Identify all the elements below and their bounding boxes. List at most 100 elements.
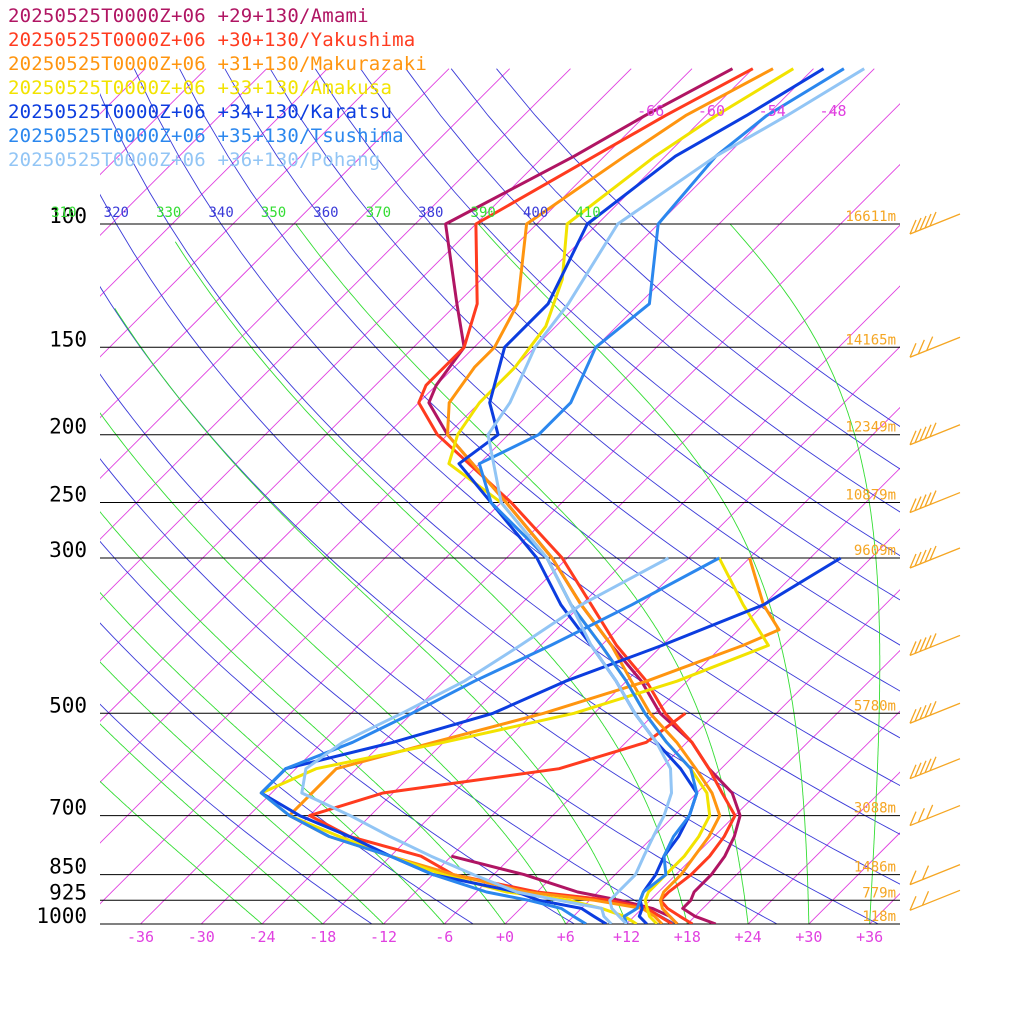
wind-barb	[909, 490, 961, 514]
isotherm-line	[504, 528, 900, 924]
dry-adiabat-line	[100, 703, 373, 924]
theta-label: 370	[366, 205, 391, 221]
isotherm-label: -54	[759, 102, 786, 120]
pressure-label: 300	[49, 538, 87, 562]
height-label: 1486m	[854, 860, 896, 876]
legend-entry: 20250525T0000Z+06 +31+130/Makurazaki	[8, 53, 428, 75]
pressure-label: 150	[49, 327, 87, 351]
isotherm-line	[100, 68, 875, 844]
moist-adiabat-lines	[100, 223, 881, 924]
dry-adiabat-line	[100, 373, 778, 924]
wind-barb	[909, 211, 961, 235]
isotherm-line	[100, 68, 571, 540]
isotherm-line	[100, 68, 693, 662]
dry-adiabat-line	[100, 92, 900, 835]
legend-entry: 20250525T0000Z+06 +36+130/Pohang	[8, 149, 381, 171]
wind-barb	[909, 863, 961, 886]
moist-adiabat-line	[100, 661, 384, 924]
isobar-lines	[100, 223, 900, 925]
theta-label: 330	[156, 205, 181, 221]
theta-label: 400	[523, 205, 548, 221]
wind-barb	[909, 422, 961, 446]
temperature-tick-label: +36	[856, 928, 883, 946]
theta-label: 410	[575, 205, 600, 221]
theta-label: 360	[313, 205, 338, 221]
wind-barbs	[909, 211, 961, 911]
isotherm-line	[200, 224, 900, 924]
moist-adiabat-line	[100, 780, 263, 924]
height-label: 779m	[862, 885, 896, 901]
theta-label: 350	[261, 205, 286, 221]
isotherm-line	[808, 832, 900, 924]
dry-adiabat-line	[405, 68, 900, 513]
dry-adiabat-line	[100, 458, 677, 924]
isotherm-line	[100, 68, 511, 480]
isotherm-label: -66	[637, 102, 664, 120]
dewpoint-trace	[259, 556, 842, 924]
moist-adiabat-line	[100, 591, 445, 924]
wind-barb	[909, 545, 961, 569]
temperature-tick-label: +30	[795, 928, 822, 946]
isotherm-line	[686, 710, 900, 924]
isotherm-lines	[100, 68, 900, 924]
isotherm-line	[100, 68, 632, 601]
sounding-traces	[259, 67, 865, 924]
dewpoint-trace	[300, 556, 670, 924]
wind-barb	[909, 756, 961, 780]
pressure-label: 100	[49, 204, 87, 228]
isotherm-line	[261, 285, 900, 924]
legend-entry: 20250525T0000Z+06 +34+130/Karatsu	[8, 101, 393, 123]
temperature-tick-label: -12	[370, 928, 397, 946]
temperature-trace	[477, 67, 845, 924]
height-label: 14165m	[845, 332, 896, 348]
temperature-tick-label: +0	[496, 928, 514, 946]
pressure-label: 925	[49, 880, 87, 904]
pressure-label: 500	[49, 693, 87, 717]
height-label: 10879m	[845, 488, 896, 504]
temperature-tick-label: -36	[127, 928, 154, 946]
isotherm-line	[100, 68, 268, 237]
legend-entry: 20250525T0000Z+06 +30+130/Yakushima	[8, 29, 416, 51]
pressure-label: 250	[49, 483, 87, 507]
temperature-tick-label: +6	[557, 928, 575, 946]
isotherm-line	[100, 68, 389, 358]
theta-label: 390	[471, 205, 496, 221]
isotherm-line	[100, 68, 328, 297]
temperature-trace	[446, 67, 774, 924]
theta-label: 320	[104, 205, 129, 221]
dry-adiabat-line	[224, 68, 900, 692]
wind-barb	[909, 804, 961, 827]
pressure-label: 1000	[36, 904, 87, 928]
dewpoint-trace	[308, 712, 687, 924]
pressure-label: 700	[49, 796, 87, 820]
moist-adiabat-line	[100, 723, 324, 924]
temperature-trace	[427, 67, 742, 924]
temperature-tick-label: -30	[188, 928, 215, 946]
dry-adiabat-line	[100, 540, 576, 924]
height-label: 5780m	[854, 698, 896, 714]
temperature-trace	[457, 67, 825, 924]
wind-barb	[909, 336, 961, 358]
temperature-tick-label: -18	[309, 928, 336, 946]
isotherm-line	[100, 68, 754, 723]
wind-barb	[909, 889, 961, 911]
height-label: 118m	[862, 909, 896, 925]
legend-entry: 20250525T0000Z+06 +33+130/Amakusa	[8, 77, 393, 99]
axis-labels: 100 16611m 150 14165m 200 12349m 250 10879m 300 9…	[36, 102, 896, 946]
theta-label: 340	[208, 205, 233, 221]
temperature-tick-label: +24	[735, 928, 762, 946]
moist-adiabat-line	[100, 511, 506, 924]
isotherm-line	[443, 467, 900, 924]
temperature-tick-label: +12	[613, 928, 640, 946]
pressure-label: 200	[49, 415, 87, 439]
dewpoint-trace	[259, 556, 720, 924]
isotherm-line	[625, 649, 900, 924]
temperature-tick-label: -24	[248, 928, 275, 946]
dry-adiabat-line	[179, 68, 900, 739]
moist-adiabat-line	[114, 308, 628, 924]
wind-barb	[909, 701, 961, 724]
legend-entry: 20250525T0000Z+06 +35+130/Tsushima	[8, 125, 404, 147]
dewpoint-trace	[287, 557, 781, 924]
isotherm-label: -60	[698, 102, 725, 120]
